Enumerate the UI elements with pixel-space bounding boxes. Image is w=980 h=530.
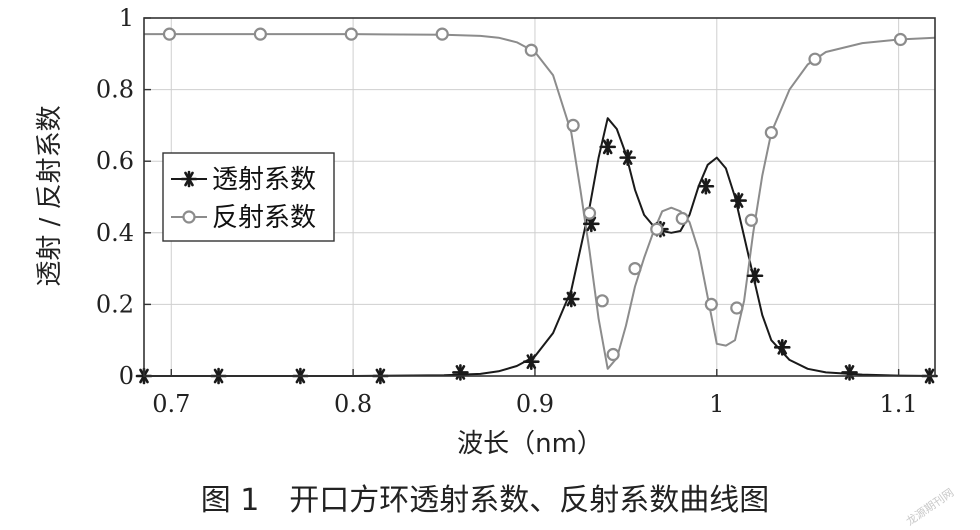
x-tick-label-3: 1: [709, 390, 724, 418]
series-0-marker-5: [523, 353, 540, 370]
series-0-marker-8: [599, 138, 616, 156]
series-1-marker-12: [704, 297, 718, 311]
series-markers: [135, 27, 938, 385]
legend-marker-reflection: [182, 210, 196, 224]
x-axis-ticks: 0.7 0.8 0.9 1 1.1: [152, 369, 918, 418]
y-tick-label-2: 0.4: [96, 219, 134, 247]
legend-marker-glyph-1: [182, 210, 196, 224]
y-tick-label-0: 0: [119, 362, 134, 390]
series-0-marker-4: [452, 364, 469, 381]
series-1-marker-5: [566, 118, 580, 133]
series-1-marker-3: [435, 27, 449, 41]
y-tick-label-5: 1: [119, 4, 134, 32]
series-0-marker-11: [697, 177, 715, 195]
series-1-marker-11: [675, 211, 689, 226]
series-1-marker-2: [344, 27, 358, 41]
legend-item-transmission: 透射系数: [171, 165, 316, 195]
x-tick-label-2: 0.9: [516, 390, 554, 418]
legend-box: [162, 152, 335, 242]
x-tick-label-1: 0.8: [334, 390, 372, 418]
series-1-marker-7: [595, 294, 609, 308]
figure-caption: 图 1 开口方环透射系数、反射系数曲线图: [201, 483, 770, 518]
series-0-marker-13: [746, 267, 764, 285]
legend-label-reflection: 反射系数: [212, 203, 316, 233]
series-1-marker-9: [628, 262, 642, 276]
series-1-marker-6: [582, 206, 597, 220]
legend-item-reflection: 反射系数: [171, 203, 316, 233]
series-1-marker-10: [650, 222, 664, 236]
series-0-marker-9: [619, 149, 636, 166]
plot-frame: [143, 17, 936, 377]
y-axis-ticks: 0 0.2 0.4 0.6 0.8 1: [96, 4, 151, 390]
series-0-marker-7: [583, 215, 600, 233]
series-0-marker-12: [730, 192, 747, 209]
y-axis-label: 透射 / 反射系数: [35, 105, 65, 286]
legend: 透射系数 反射系数: [162, 152, 335, 242]
series-1-marker-4: [524, 43, 538, 57]
series-0-marker-14: [773, 339, 791, 356]
legend-marker-glyph-0: [180, 170, 198, 188]
series-1-marker-8: [606, 347, 620, 362]
series-1-marker-1: [253, 27, 267, 41]
x-tick-label-4: 1.1: [880, 390, 918, 418]
y-tick-label-1: 0.2: [96, 290, 134, 318]
series-1-marker-15: [764, 125, 778, 140]
legend-marker-transmission: [180, 170, 198, 188]
legend-label-transmission: 透射系数: [212, 165, 316, 195]
x-axis-label: 波长（nm）: [457, 429, 603, 459]
series-1-marker-17: [893, 32, 908, 47]
series-1-marker-16: [808, 52, 822, 66]
series-0-marker-6: [563, 290, 580, 308]
series-1-marker-13: [730, 301, 744, 315]
series-1-marker-0: [162, 27, 177, 41]
watermark: 龙源期刊网: [903, 485, 956, 528]
x-tick-label-0: 0.7: [152, 390, 190, 418]
y-tick-label-3: 0.6: [96, 147, 134, 175]
y-tick-label-4: 0.8: [96, 76, 134, 104]
series-1-marker-14: [744, 213, 758, 227]
series-0-marker-15: [841, 364, 858, 381]
